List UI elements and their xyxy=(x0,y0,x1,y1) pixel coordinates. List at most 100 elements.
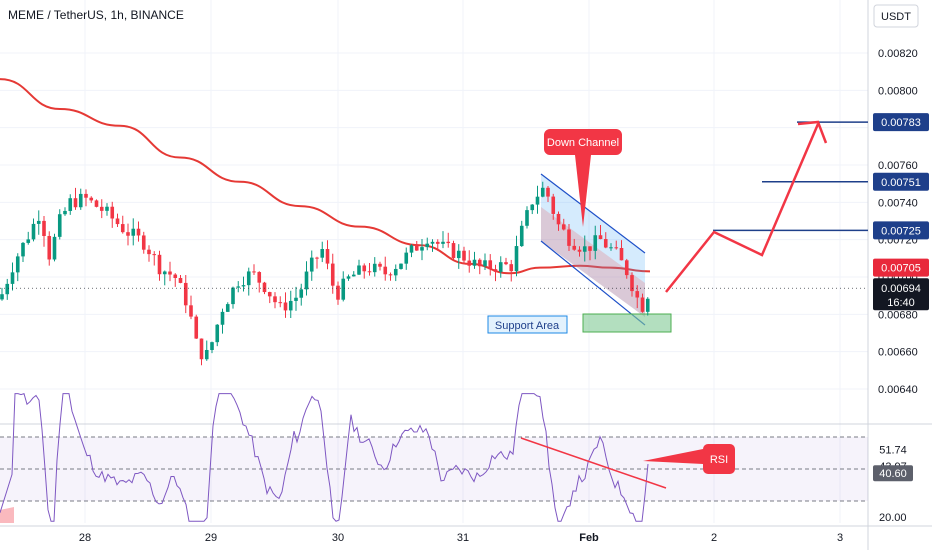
candle-body xyxy=(325,249,330,264)
candle-body xyxy=(535,196,540,205)
candle-body xyxy=(42,220,46,236)
candle-body xyxy=(477,259,482,267)
candle-body xyxy=(215,324,220,343)
channel-fill-upper xyxy=(541,174,645,317)
candle-body xyxy=(131,228,136,236)
candle-body xyxy=(409,245,414,253)
candle-body xyxy=(78,193,83,208)
candle-body xyxy=(0,294,4,300)
price-tag-label: 0.00751 xyxy=(881,177,921,189)
support-zone xyxy=(582,313,672,333)
time-tick-label: 3 xyxy=(837,532,843,544)
candle-body xyxy=(640,297,645,312)
price-tag xyxy=(873,258,929,277)
candle-body xyxy=(126,232,130,236)
candle-body xyxy=(57,214,62,237)
chart-title: MEME / TetherUS, 1h, BINANCE xyxy=(8,8,184,22)
candle-body xyxy=(446,241,451,244)
candle-body xyxy=(603,239,608,248)
candle-body xyxy=(525,210,529,226)
candle-body xyxy=(52,236,57,260)
candle-body xyxy=(36,220,41,224)
candle-body xyxy=(257,272,262,283)
candle-body xyxy=(21,242,25,257)
candle-body xyxy=(73,198,78,208)
rsi-trendline xyxy=(520,437,667,489)
time-tick-label: 2 xyxy=(711,532,717,544)
currency-label: USDT xyxy=(881,11,911,23)
candle-body xyxy=(598,235,603,240)
price-tick-label: 0.00740 xyxy=(878,197,918,209)
rsi-tag-label: 40.60 xyxy=(879,468,907,480)
candle-body xyxy=(378,263,382,267)
candle-body xyxy=(241,285,246,287)
candle-body xyxy=(262,282,267,293)
candle-body xyxy=(519,225,524,247)
annotations: Down Channel Support Area RSI xyxy=(487,129,735,474)
candle-body xyxy=(299,289,304,298)
candle-body xyxy=(231,287,235,305)
candle-body xyxy=(26,239,31,243)
candle-body xyxy=(577,249,582,252)
candle-body xyxy=(330,263,335,286)
price-tick-label: 0.00760 xyxy=(878,160,918,172)
candle-body xyxy=(546,187,550,197)
candle-body xyxy=(157,254,162,275)
candle-body xyxy=(89,197,94,201)
candles xyxy=(0,181,650,366)
candle-body xyxy=(267,292,272,297)
candle-body xyxy=(404,252,409,264)
candle-body xyxy=(173,274,178,279)
candle-body xyxy=(105,206,109,211)
candle-body xyxy=(357,265,361,275)
candle-body xyxy=(31,223,36,240)
candle-body xyxy=(147,249,151,255)
channel-top-line xyxy=(540,173,646,254)
candle-body xyxy=(183,282,188,306)
candle-body xyxy=(152,254,157,256)
candle-body xyxy=(488,260,493,270)
candle-body xyxy=(630,275,634,292)
price-tag xyxy=(873,221,929,240)
candle-body xyxy=(425,243,430,248)
candle-body xyxy=(530,204,535,211)
candle-body xyxy=(561,224,566,230)
countdown-label: 16:40 xyxy=(887,297,915,309)
rsi-callout-label: RSI xyxy=(710,454,728,466)
candle-body xyxy=(336,285,340,300)
support-area-label: Support Area xyxy=(495,320,560,332)
down-channel-label: Down Channel xyxy=(547,137,619,149)
channel-bottom-line xyxy=(540,240,646,326)
candle-body xyxy=(498,262,503,272)
candle-body xyxy=(430,241,435,244)
candle-body xyxy=(346,276,351,279)
candle-body xyxy=(435,241,440,244)
price-tag-label: 0.00725 xyxy=(881,225,921,237)
candle-body xyxy=(141,235,146,250)
candle-body xyxy=(189,305,193,317)
price-tag-label: 0.00783 xyxy=(881,117,921,129)
candle-body xyxy=(593,235,598,251)
candle-body xyxy=(99,206,104,211)
time-tick-label: 28 xyxy=(79,532,91,544)
candle-body xyxy=(341,278,346,300)
projection-line xyxy=(665,123,820,293)
candle-body xyxy=(5,283,10,295)
candle-body xyxy=(15,256,20,273)
candle-body xyxy=(220,311,225,325)
candle-body xyxy=(283,302,288,311)
candle-body xyxy=(288,300,293,311)
candle-body xyxy=(645,298,650,312)
candle-body xyxy=(572,245,577,250)
time-tick-label: 29 xyxy=(205,532,217,544)
moving-average-line xyxy=(0,78,651,275)
candle-body xyxy=(246,271,251,286)
currency-badge[interactable]: USDT xyxy=(873,4,919,28)
candle-body xyxy=(273,296,277,303)
rsi-tag xyxy=(873,465,913,482)
time-axis: 28 29 30 31 Feb 2 3 xyxy=(79,532,843,544)
current-price-label: 0.00694 xyxy=(881,283,921,295)
candle-body xyxy=(199,338,204,360)
candle-body xyxy=(304,271,309,290)
